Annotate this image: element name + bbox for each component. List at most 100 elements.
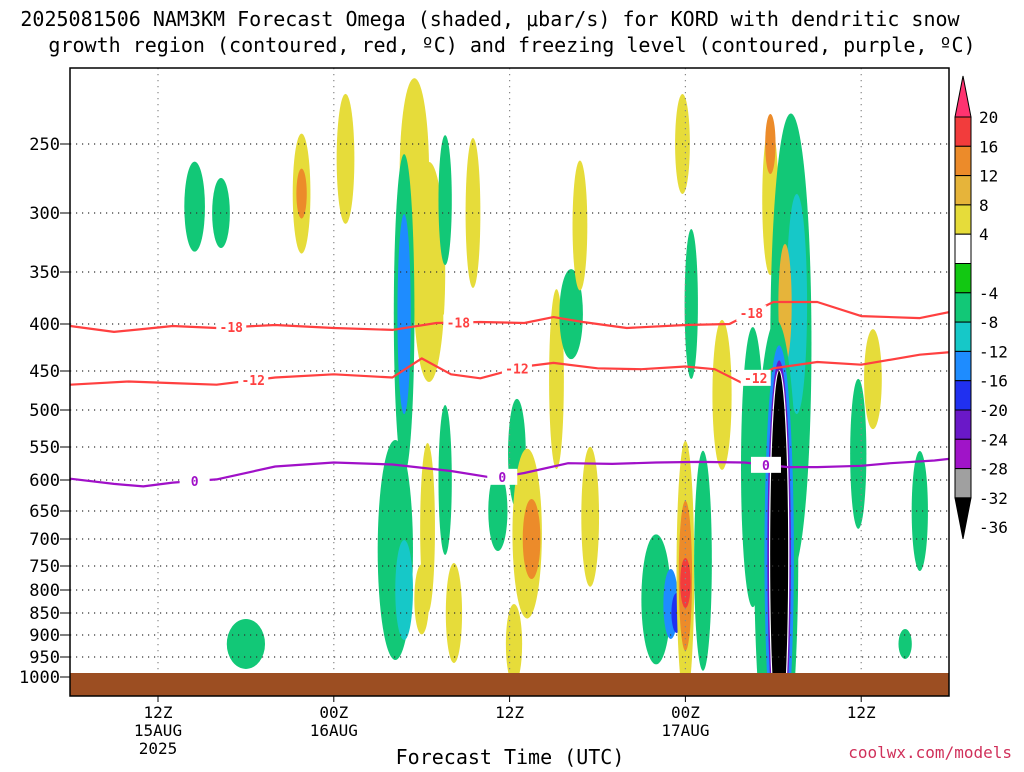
- time-tick-label: 12Z: [144, 703, 173, 722]
- isotherm-label: 0: [191, 475, 199, 490]
- omega-region: [641, 534, 671, 665]
- colorbar-label: -28: [979, 460, 1008, 479]
- isotherm-label-bg: [740, 369, 771, 386]
- time-tick-label: 00Z: [671, 703, 700, 722]
- omega-region: [786, 194, 808, 415]
- omega-region: [680, 557, 691, 608]
- colorbar-swatch: [954, 292, 972, 323]
- colorbar-swatch: [954, 380, 972, 411]
- chart-title-line-1: 2025081506 NAM3KM Forecast Omega (shaded…: [20, 7, 960, 31]
- omega-region: [911, 451, 928, 571]
- omega-region: [898, 628, 912, 659]
- omega-region: [336, 93, 355, 224]
- isotherm-label: -18: [447, 317, 471, 332]
- colorbar-label: -4: [979, 284, 998, 303]
- omega-region: [397, 214, 411, 415]
- omega-region: [581, 446, 600, 587]
- omega-region: [559, 269, 583, 360]
- omega-region: [438, 405, 452, 555]
- pressure-tick-label: 1000: [19, 668, 60, 688]
- isotherm-label: -12: [744, 372, 767, 387]
- omega-region: [572, 160, 588, 291]
- omega-region: [694, 450, 712, 671]
- isotherm-contours: -18 -18 -18 -12 -12 -12 0 0 0: [70, 300, 949, 490]
- isotherm-label: -18: [740, 307, 764, 322]
- isotherm-label: 0: [762, 459, 770, 474]
- time-tick-label: 17AUG: [661, 721, 709, 740]
- omega-region: [226, 618, 266, 669]
- omega-region: [438, 135, 452, 266]
- colorbar-label: 8: [979, 196, 989, 215]
- omega-region: [395, 540, 413, 640]
- colorbar-label: 20: [979, 108, 998, 127]
- x-axis-label: Forecast Time (UTC): [396, 745, 625, 768]
- pressure-tick-label: 450: [29, 362, 60, 382]
- isotherm-label-bg: [179, 472, 210, 489]
- omega-region: [296, 168, 307, 219]
- pressure-tick-label: 400: [29, 315, 60, 335]
- colorbar-label: -8: [979, 313, 998, 332]
- isotherm-label: -12: [241, 374, 264, 389]
- pressure-tick-label: 850: [29, 604, 60, 624]
- time-tick-label: 12Z: [847, 703, 876, 722]
- plot-frame: [69, 67, 950, 697]
- isotherm-label: -12: [505, 363, 528, 378]
- omega-region: [445, 563, 463, 663]
- colorbar-label: -36: [979, 518, 1008, 537]
- isotherm-label-bg: [501, 360, 532, 377]
- grid-lines: [70, 68, 949, 696]
- omega-region: [850, 378, 867, 529]
- isotherm-label-bg: [216, 319, 247, 336]
- colorbar-swatch: [954, 145, 972, 177]
- pressure-tick-label: 900: [29, 626, 60, 646]
- pressure-tick-label: 800: [29, 581, 60, 601]
- y-axis: 2503003504004505005506006507007508008509…: [19, 135, 70, 688]
- pressure-tick-label: 700: [29, 530, 60, 550]
- colorbar-swatch: [954, 438, 972, 470]
- colorbar-swatch: [954, 321, 972, 352]
- colorbar-swatch: [954, 175, 972, 206]
- pressure-tick-label: 300: [29, 204, 60, 224]
- credit-text: coolwx.com/models: [848, 743, 1012, 762]
- omega-region: [769, 370, 789, 696]
- omega-region: [864, 329, 882, 430]
- pressure-tick-label: 750: [29, 557, 60, 577]
- colorbar-swatch: [954, 468, 972, 499]
- colorbar-label: 4: [979, 225, 989, 244]
- time-tick-label: 2025: [139, 739, 178, 758]
- isotherm-label-bg: [238, 372, 269, 389]
- omega-region: [522, 499, 541, 579]
- colorbar-label: -24: [979, 430, 1008, 449]
- omega-region: [684, 229, 698, 380]
- omega-region: [488, 471, 508, 551]
- isotherm-label-bg: [443, 314, 474, 331]
- time-tick-label: 16AUG: [310, 721, 358, 740]
- omega-region: [184, 161, 205, 252]
- omega-region: [712, 319, 732, 470]
- pressure-tick-label: 950: [29, 648, 60, 668]
- colorbar-swatch: [954, 350, 972, 382]
- colorbar: 20 16 12 8 4 -4 -8 -12 -16 -20 -24 -28 -32 -36: [954, 75, 1008, 539]
- pressure-tick-label: 500: [29, 401, 60, 421]
- omega-region: [549, 289, 564, 470]
- colorbar-label: -32: [979, 489, 1008, 508]
- colorbar-arrow-top: [954, 75, 972, 118]
- colorbar-swatch: [954, 116, 972, 147]
- isotherm-label: -18: [220, 321, 244, 336]
- omega-region: [505, 603, 523, 684]
- isotherm-label-bg: [750, 456, 781, 473]
- isotherm-line: [70, 300, 949, 333]
- pressure-tick-label: 250: [29, 135, 60, 155]
- omega-shading: [184, 78, 928, 696]
- time-tick-label: 12Z: [495, 703, 524, 722]
- isotherm-label-bg: [736, 305, 767, 322]
- colorbar-swatch: [954, 233, 972, 264]
- ground-surface: [70, 673, 949, 696]
- pressure-tick-label: 650: [29, 502, 60, 522]
- colorbar-label: -20: [979, 401, 1008, 420]
- colorbar-swatch: [954, 204, 972, 235]
- colorbar-swatch: [954, 409, 972, 440]
- colorbar-swatch: [954, 263, 972, 294]
